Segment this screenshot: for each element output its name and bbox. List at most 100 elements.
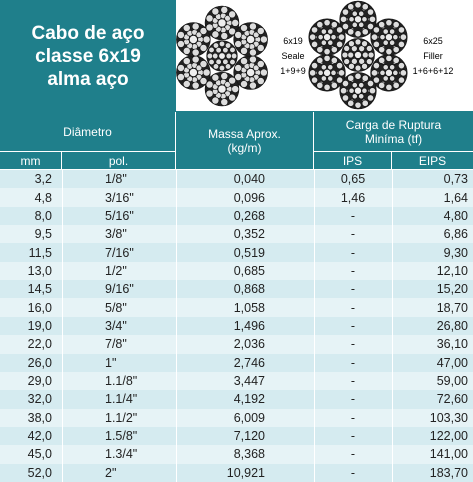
- table-cell: -: [350, 392, 356, 407]
- wire: [215, 58, 222, 65]
- wire: [317, 69, 324, 76]
- wire: [361, 87, 368, 94]
- wire: [317, 34, 324, 41]
- wire: [229, 46, 236, 53]
- wire: [205, 89, 214, 98]
- wire: [392, 34, 399, 41]
- table-cell: 9,5: [34, 227, 52, 242]
- wire: [222, 47, 229, 54]
- wire: [205, 14, 214, 23]
- column-divider: [314, 261, 315, 281]
- wire: [342, 94, 349, 102]
- table-cell: 0,868: [233, 282, 265, 297]
- wire: [389, 39, 396, 46]
- wire: [249, 48, 257, 57]
- wire: [199, 77, 208, 85]
- table-cell: 14,5: [27, 282, 52, 297]
- column-divider: [62, 206, 63, 226]
- wire: [351, 10, 358, 17]
- wire: [347, 74, 355, 82]
- table-cell: -: [350, 429, 356, 444]
- wire: [256, 60, 265, 68]
- wire: [367, 51, 375, 59]
- table-cell: 18,70: [436, 300, 468, 315]
- column-divider: [314, 243, 315, 262]
- wire: [320, 39, 327, 46]
- column-divider: [176, 243, 177, 262]
- wire: [354, 86, 362, 95]
- wire: [361, 63, 368, 70]
- column-divider: [314, 390, 315, 409]
- table-row: 42,0 1.5/8" 7,120 - 122,00: [0, 426, 473, 447]
- table-cell: -: [350, 318, 356, 333]
- wire: [362, 51, 369, 59]
- wire: [389, 75, 396, 82]
- title-line: classe 6x19: [35, 45, 141, 67]
- table-cell: 26,80: [436, 318, 468, 333]
- wire: [354, 51, 362, 59]
- table-cell: 12,10: [436, 263, 468, 278]
- table-cell: -: [350, 263, 356, 278]
- header-text: mm: [20, 153, 41, 168]
- column-divider: [62, 390, 63, 409]
- wire: [231, 85, 240, 93]
- wire: [354, 30, 362, 38]
- wire: [389, 64, 396, 71]
- wire: [316, 46, 324, 54]
- wire: [354, 72, 362, 80]
- table-cell: 6,86: [443, 227, 468, 242]
- table-row: 13,0 1/2" 0,685 - 12,10: [0, 261, 473, 282]
- wire: [217, 84, 227, 94]
- column-divider: [62, 298, 63, 317]
- table-cell: 1.1/2": [105, 410, 138, 425]
- column-divider: [392, 408, 393, 427]
- title-box: Cabo de aço classe 6x19 alma aço: [0, 0, 176, 112]
- wire: [342, 23, 349, 30]
- wire: [382, 64, 389, 71]
- wire: [347, 99, 355, 107]
- table-cell: 32,0: [27, 392, 52, 407]
- header-cell: pol.: [62, 152, 176, 170]
- table-cell: 3/8": [105, 227, 127, 242]
- wire: [369, 87, 376, 95]
- wire: [177, 64, 185, 72]
- table-cell: 52,0: [27, 465, 52, 480]
- wire: [354, 64, 362, 72]
- table-cell: 5/8": [105, 300, 127, 315]
- wire: [372, 26, 380, 34]
- wire: [398, 62, 405, 70]
- wire: [361, 40, 368, 47]
- wire: [347, 51, 354, 59]
- wire: [398, 40, 405, 48]
- column-divider: [314, 316, 315, 336]
- column-divider: [176, 353, 177, 372]
- table-cell: -: [350, 208, 356, 223]
- wire: [385, 54, 393, 62]
- table-cell: 15,20: [436, 282, 468, 297]
- column-divider: [314, 170, 315, 189]
- wire: [338, 33, 345, 41]
- wire: [234, 40, 243, 48]
- wire: [323, 48, 331, 56]
- wire: [234, 31, 243, 39]
- wire: [202, 35, 211, 44]
- table-cell: 0,040: [233, 172, 265, 187]
- table-cell: 122,00: [429, 429, 468, 444]
- table-row: 11,5 7/16" 0,519 - 9,30: [0, 243, 473, 263]
- table-cell: 1,058: [233, 300, 265, 315]
- figure-label: 6x25: [423, 36, 443, 46]
- wire: [392, 21, 400, 29]
- column-divider: [176, 371, 177, 391]
- table-cell: 1/2": [105, 263, 127, 278]
- column-divider: [176, 445, 177, 464]
- table-cell: 0,519: [233, 245, 265, 260]
- table-cell: -: [350, 245, 356, 260]
- table-cell: 3/16": [105, 190, 134, 205]
- wire: [222, 58, 229, 65]
- table-cell: 2,746: [233, 355, 265, 370]
- table-row: 38,0 1.1/2" 6,009 - 103,30: [0, 408, 473, 428]
- column-divider: [392, 353, 393, 372]
- wire: [191, 55, 200, 64]
- column-divider: [314, 463, 315, 482]
- wire: [177, 73, 185, 81]
